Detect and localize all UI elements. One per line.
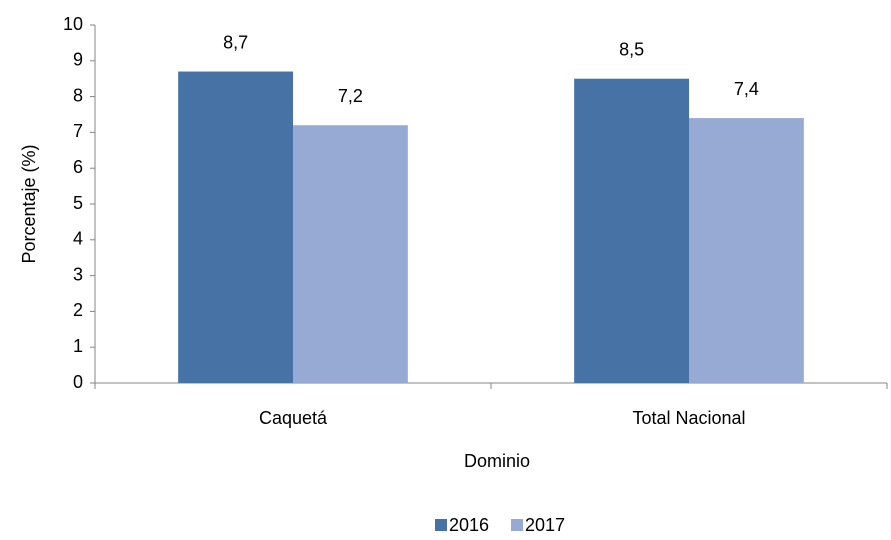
y-tick-label: 8 — [73, 85, 83, 105]
bar — [178, 71, 293, 383]
y-tick-label: 9 — [73, 50, 83, 70]
data-label: 8,7 — [223, 32, 248, 52]
y-tick-label: 6 — [73, 157, 83, 177]
legend-swatch — [435, 519, 447, 531]
y-tick-label: 4 — [73, 229, 83, 249]
bar — [574, 78, 689, 383]
data-label: 7,2 — [338, 86, 363, 106]
y-tick-label: 5 — [73, 193, 83, 213]
y-tick-label: 10 — [63, 14, 83, 34]
bar — [689, 118, 804, 383]
x-tick-label: Total Nacional — [632, 408, 745, 428]
y-tick-label: 2 — [73, 300, 83, 320]
y-axis-label: Porcentaje (%) — [19, 144, 39, 263]
y-tick-label: 1 — [73, 336, 83, 356]
x-axis-label: Dominio — [464, 451, 530, 471]
legend-swatch — [511, 519, 523, 531]
y-tick-label: 3 — [73, 264, 83, 284]
legend-label: 2017 — [525, 515, 565, 535]
bar — [293, 125, 408, 384]
data-label: 7,4 — [734, 79, 759, 99]
y-tick-label: 0 — [73, 372, 83, 392]
x-tick-label: Caquetá — [259, 408, 328, 428]
legend-label: 2016 — [449, 515, 489, 535]
data-label: 8,5 — [619, 39, 644, 59]
y-tick-label: 7 — [73, 121, 83, 141]
